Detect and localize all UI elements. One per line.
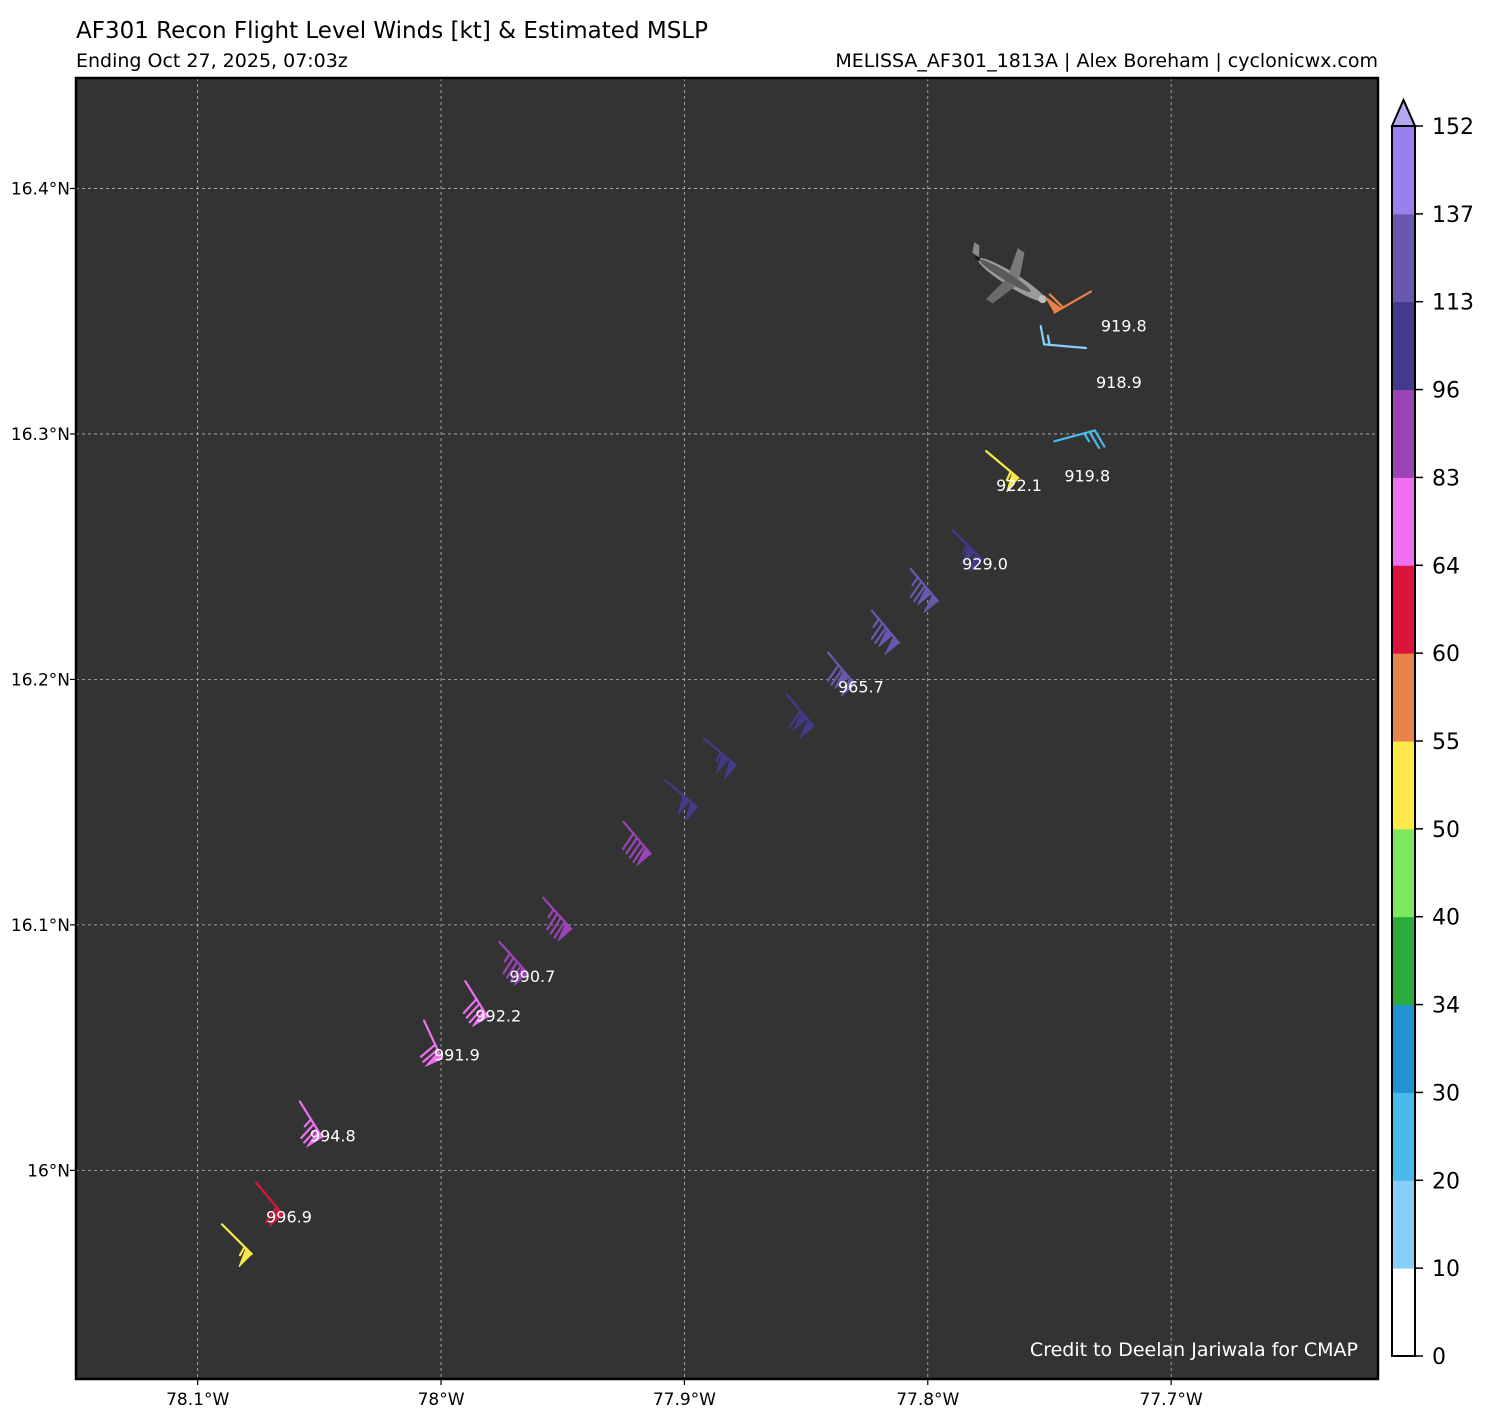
wind-barb: [621, 820, 652, 866]
graticule: [76, 78, 1378, 1379]
wind-barb: [951, 528, 983, 573]
mslp-label: 994.8: [310, 1127, 356, 1146]
colorbar-bin: [1392, 126, 1415, 215]
wind-speed-colorbar: 0 10 20 30 34 40 50 55 60 64 83 96 113 137 152: [1390, 97, 1474, 1370]
map-plot-area: [76, 78, 1378, 1379]
y-tick-label: 16°N: [27, 1161, 70, 1181]
wind-barb: [985, 450, 1020, 493]
colorbar-bin: [1392, 1092, 1415, 1181]
wind-barb: [785, 693, 815, 739]
mslp-label: 965.7: [838, 677, 884, 696]
wind-barb: [870, 609, 900, 655]
colorbar-bin: [1392, 653, 1415, 742]
mslp-label: 929.0: [962, 555, 1008, 574]
colorbar-tick-label: 40: [1432, 906, 1460, 931]
colorbar-bin: [1392, 1268, 1415, 1357]
y-tick-label: 16.1°N: [11, 916, 70, 936]
mslp-label: 992.2: [475, 1006, 521, 1025]
aircraft-icon: [972, 242, 1047, 304]
x-tick-label: 77.9°W: [653, 1390, 716, 1408]
y-tick-label: 16.3°N: [11, 425, 70, 445]
wind-barb: [1045, 290, 1092, 314]
wind-barb: [663, 778, 699, 822]
x-tick-label: 78°W: [418, 1390, 465, 1408]
colorbar-extend-arrow: [1390, 97, 1417, 127]
colorbar-bin: [1392, 565, 1415, 654]
wind-barb: [826, 651, 857, 697]
wind-barb: [220, 1223, 253, 1268]
mslp-labels: 996.9 994.8 991.9 992.2 990.7 965.7 929.0 922.1…: [266, 317, 1147, 1227]
colorbar-bin: [1392, 1180, 1415, 1269]
colorbar-tick-label: 50: [1432, 818, 1460, 843]
wind-barb: [1039, 324, 1088, 350]
map-frame: [74, 76, 1380, 1381]
wind-barbs: [220, 290, 1106, 1268]
colorbar-bin: [1392, 1004, 1415, 1093]
wind-barb: [298, 1100, 324, 1148]
colorbar-tick-label: 20: [1432, 1169, 1460, 1194]
wind-barb: [702, 737, 738, 780]
x-tick-label: 78.1°W: [166, 1390, 229, 1408]
wind-barb: [462, 980, 489, 1027]
wind-barb: [1053, 429, 1106, 450]
x-tick-label: 77.8°W: [896, 1390, 959, 1408]
timestamp-subtitle: Ending Oct 27, 2025, 07:03z: [76, 50, 348, 72]
colorbar-tick-label: 34: [1432, 994, 1460, 1019]
wind-barb: [498, 940, 529, 986]
colorbar-tick-label: 30: [1432, 1081, 1460, 1106]
wind-barb: [542, 896, 573, 942]
wind-barb: [254, 1181, 285, 1227]
colorbar-tick-label: 10: [1432, 1257, 1460, 1282]
y-tick-label: 16.2°N: [11, 670, 70, 690]
mslp-label: 922.1: [996, 476, 1042, 495]
chart-title: AF301 Recon Flight Level Winds [kt] & Es…: [76, 18, 708, 44]
mission-credit-subtitle: MELISSA_AF301_1813A | Alex Boreham | cyc…: [835, 50, 1378, 72]
colorbar-tick-label: 64: [1432, 554, 1460, 579]
colorbar-tick-label: 113: [1432, 291, 1474, 316]
colorbar-tick-label: 96: [1432, 379, 1460, 404]
colorbar-bin: [1392, 301, 1415, 391]
wind-barb: [419, 1019, 443, 1067]
mslp-label: 996.9: [266, 1208, 312, 1227]
colorbar-tick-label: 0: [1432, 1345, 1446, 1370]
credit-text: Credit to Deelan Jariwala for CMAP: [1030, 1339, 1358, 1361]
colorbar-tick-label: 55: [1432, 730, 1460, 755]
colorbar-bin: [1392, 828, 1415, 918]
mslp-label: 991.9: [434, 1046, 480, 1065]
colorbar-tick-label: 152: [1432, 115, 1474, 140]
colorbar-tick-label: 83: [1432, 466, 1460, 491]
colorbar-bin: [1392, 741, 1415, 830]
mslp-label: 919.8: [1064, 466, 1110, 485]
mslp-label: 918.9: [1096, 373, 1142, 392]
colorbar-bin: [1392, 389, 1415, 478]
x-tick-label: 77.7°W: [1140, 1390, 1203, 1408]
colorbar-tick-label: 60: [1432, 642, 1460, 667]
mslp-label: 919.8: [1101, 317, 1147, 336]
wind-barb: [909, 567, 939, 614]
colorbar-bin: [1392, 916, 1415, 1006]
mslp-label: 990.7: [509, 967, 555, 986]
colorbar-tick-label: 137: [1432, 203, 1474, 228]
colorbar-bin: [1392, 213, 1415, 303]
axis-ticks: 78.1°W 78°W 77.9°W 77.8°W 77.7°W 16°N 16.1°N 16…: [11, 179, 1203, 1408]
colorbar-bin: [1392, 477, 1415, 566]
y-tick-label: 16.4°N: [11, 179, 70, 199]
